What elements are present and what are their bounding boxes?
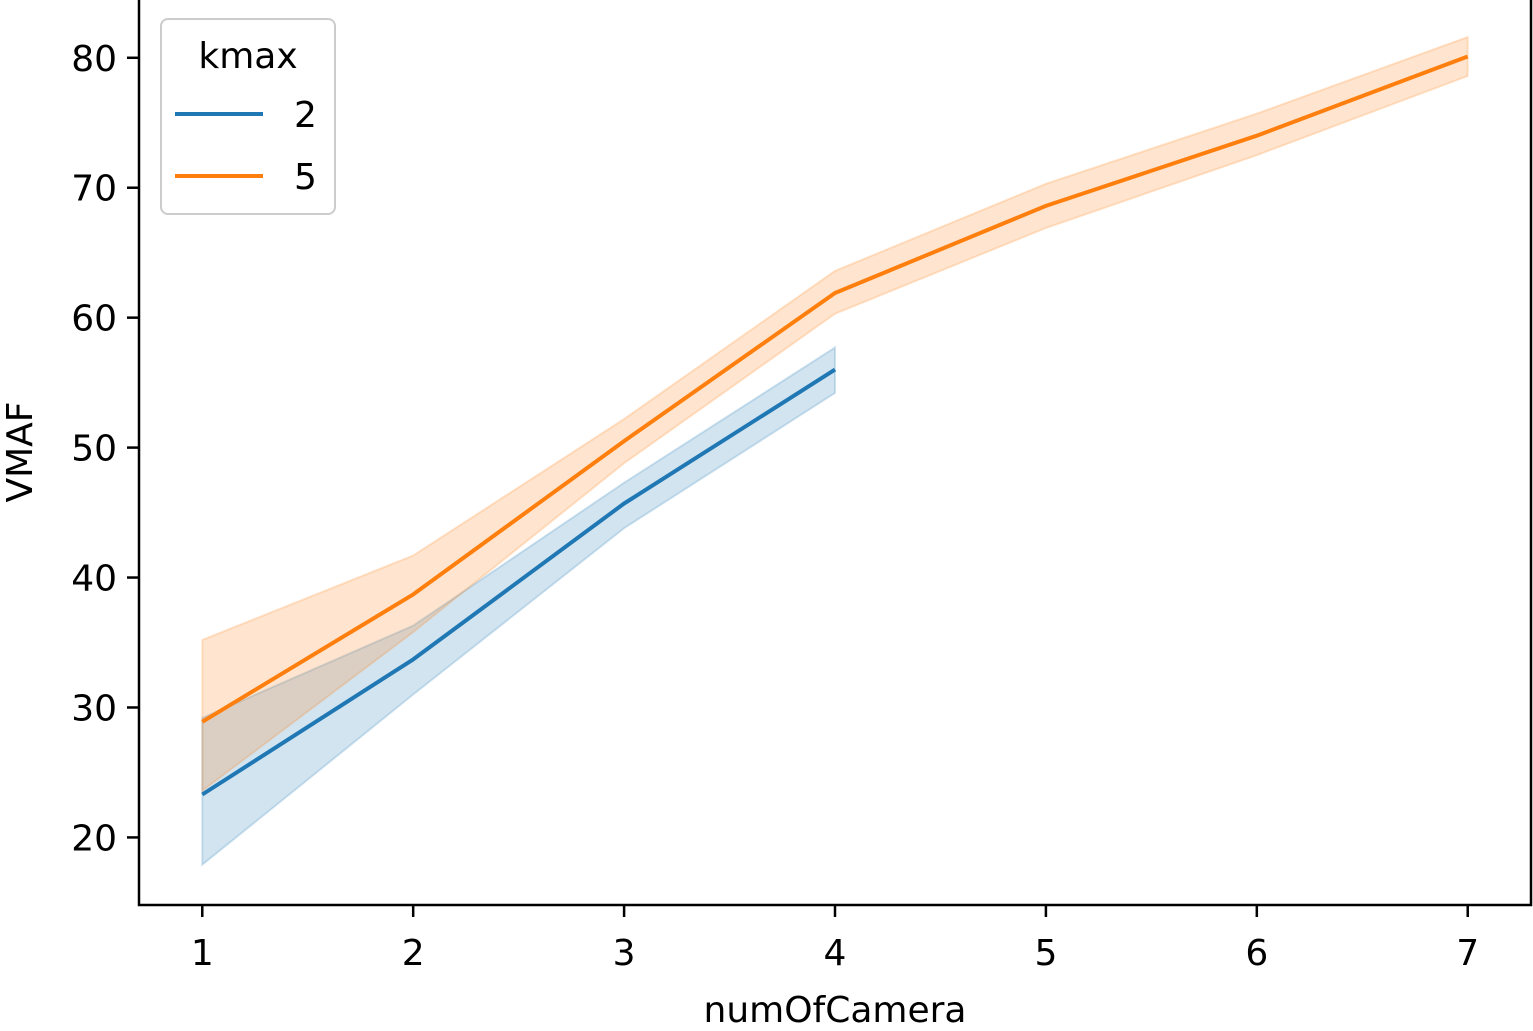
x-tick-label: 2 <box>402 933 425 974</box>
legend-box <box>160 18 336 215</box>
legend: kmax 2 5 <box>160 18 336 215</box>
y-axis-label: VMAF <box>0 401 41 502</box>
series-lines <box>201 54 1469 797</box>
x-tick-label: 6 <box>1245 933 1268 974</box>
y-tick-label: 20 <box>71 818 117 859</box>
line-series-2 <box>201 367 837 797</box>
x-tick-label: 4 <box>824 933 847 974</box>
x-axis: 1 2 3 4 5 6 7 <box>191 905 1479 974</box>
x-tick-label: 1 <box>191 933 214 974</box>
x-tick-label: 5 <box>1034 933 1057 974</box>
legend-title: kmax <box>198 36 297 77</box>
y-axis: 20 30 40 50 60 70 80 <box>71 39 139 859</box>
y-tick-label: 60 <box>71 299 117 340</box>
y-tick-label: 80 <box>71 39 117 80</box>
ci-band-series-5 <box>201 35 1469 793</box>
ci-band-series-2 <box>201 345 836 867</box>
y-tick-label: 30 <box>71 688 117 729</box>
x-axis-label: numOfCamera <box>704 990 967 1031</box>
line-series-5 <box>201 54 1469 724</box>
plot-frame <box>137 0 1533 907</box>
x-tick-label: 3 <box>613 933 636 974</box>
legend-entry-5: 5 <box>294 157 317 198</box>
y-tick-label: 50 <box>71 429 117 470</box>
y-tick-label: 40 <box>71 559 117 600</box>
x-tick-label: 7 <box>1456 933 1479 974</box>
confidence-bands <box>201 35 1469 867</box>
legend-entry-2: 2 <box>294 95 317 136</box>
y-tick-label: 70 <box>71 169 117 210</box>
